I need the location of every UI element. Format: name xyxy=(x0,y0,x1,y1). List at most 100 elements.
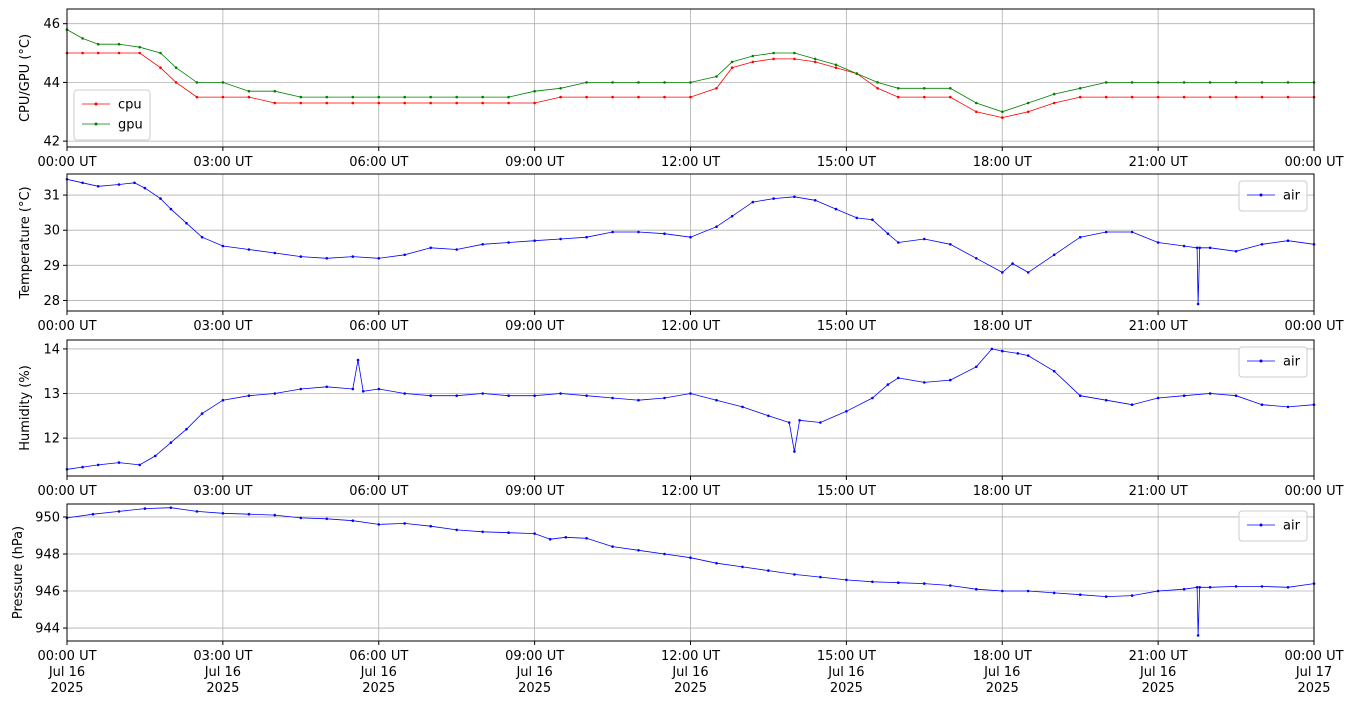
data-point xyxy=(455,528,459,532)
data-point xyxy=(1104,81,1108,84)
data-point xyxy=(975,110,978,114)
data-point xyxy=(637,230,640,234)
data-point xyxy=(897,376,900,380)
data-point xyxy=(96,51,100,55)
data-point xyxy=(767,414,770,418)
data-point xyxy=(897,95,900,99)
data-point xyxy=(897,241,900,244)
data-point xyxy=(975,365,978,369)
data-point xyxy=(247,394,251,398)
data-point xyxy=(507,101,510,105)
data-point xyxy=(1016,352,1020,355)
data-point xyxy=(834,66,838,69)
data-point xyxy=(1001,116,1004,119)
data-point xyxy=(273,101,277,105)
data-point xyxy=(195,95,199,99)
data-point xyxy=(1052,253,1056,257)
data-point xyxy=(1286,405,1290,409)
data-point xyxy=(1156,589,1160,593)
x-tick-label: 09:00 UT xyxy=(505,155,564,170)
data-point xyxy=(299,101,303,105)
data-point xyxy=(1026,110,1030,114)
x-tick-label: 03:00 UT xyxy=(193,649,252,664)
x-tick-label: 00:00 UT xyxy=(1284,155,1343,170)
legend-marker xyxy=(94,102,98,106)
data-point xyxy=(429,101,433,105)
data-point xyxy=(715,561,718,565)
data-point xyxy=(185,221,188,225)
data-point xyxy=(143,186,147,190)
data-point xyxy=(772,57,775,61)
data-point xyxy=(185,427,188,431)
data-point xyxy=(81,37,84,40)
data-point xyxy=(273,392,277,395)
data-point xyxy=(813,60,817,64)
data-point xyxy=(1104,595,1108,598)
x-tick-label: 06:00 UT xyxy=(349,155,408,170)
data-point xyxy=(548,537,552,541)
data-point xyxy=(1260,95,1264,99)
data-point xyxy=(871,396,874,400)
data-point xyxy=(1286,81,1290,84)
data-point xyxy=(1001,110,1004,114)
legend-entry-label: gpu xyxy=(118,118,143,133)
data-point xyxy=(1208,392,1212,395)
data-point xyxy=(507,531,510,534)
data-point xyxy=(886,232,890,235)
data-point xyxy=(1234,95,1238,99)
data-point xyxy=(1078,95,1082,99)
data-point xyxy=(200,235,204,239)
data-point xyxy=(117,42,121,46)
data-point xyxy=(200,412,204,415)
data-point xyxy=(949,87,952,90)
x-tick-label: 15:00 UT xyxy=(817,155,876,170)
data-point xyxy=(637,398,640,402)
data-point xyxy=(1052,369,1056,373)
data-point xyxy=(159,197,162,200)
x-tick-label: 15:00 UT xyxy=(817,649,876,664)
data-point xyxy=(559,237,562,241)
data-point xyxy=(159,51,162,55)
data-point xyxy=(273,513,277,517)
data-point xyxy=(1156,95,1160,99)
legend: air xyxy=(1238,346,1308,378)
x-tick-year-label: 2025 xyxy=(1142,681,1175,696)
data-point xyxy=(715,87,718,90)
data-point xyxy=(689,95,692,99)
data-point xyxy=(1052,92,1056,96)
data-point xyxy=(1260,403,1264,407)
y-axis-label: CPU/GPU (°C) xyxy=(18,34,33,122)
data-point xyxy=(1026,101,1030,105)
data-point xyxy=(975,257,978,260)
data-point xyxy=(585,81,588,84)
data-point xyxy=(1001,589,1004,593)
x-tick-label: 12:00 UT xyxy=(661,484,720,499)
data-point xyxy=(923,381,926,384)
data-point xyxy=(741,405,744,409)
data-point xyxy=(663,232,666,235)
data-point xyxy=(351,101,355,105)
data-point xyxy=(1208,586,1212,589)
data-point xyxy=(689,392,692,395)
data-point xyxy=(689,556,692,559)
data-point xyxy=(299,255,303,258)
data-point xyxy=(533,239,536,242)
data-point xyxy=(793,573,796,576)
data-point xyxy=(715,398,718,402)
series-gpu xyxy=(65,28,1316,114)
data-point xyxy=(1195,586,1199,589)
data-point xyxy=(325,385,329,389)
data-point xyxy=(787,421,791,424)
data-point xyxy=(767,569,770,572)
data-point xyxy=(351,95,355,99)
data-point xyxy=(1078,394,1082,398)
x-tick-label: 21:00 UT xyxy=(1129,484,1188,499)
data-point xyxy=(897,581,900,584)
data-point xyxy=(730,66,734,69)
data-point xyxy=(845,578,848,582)
y-tick-label: 30 xyxy=(43,224,60,239)
y-tick-label: 13 xyxy=(43,387,60,402)
data-point xyxy=(247,95,251,99)
x-tick-label: 00:00 UT xyxy=(37,319,96,334)
